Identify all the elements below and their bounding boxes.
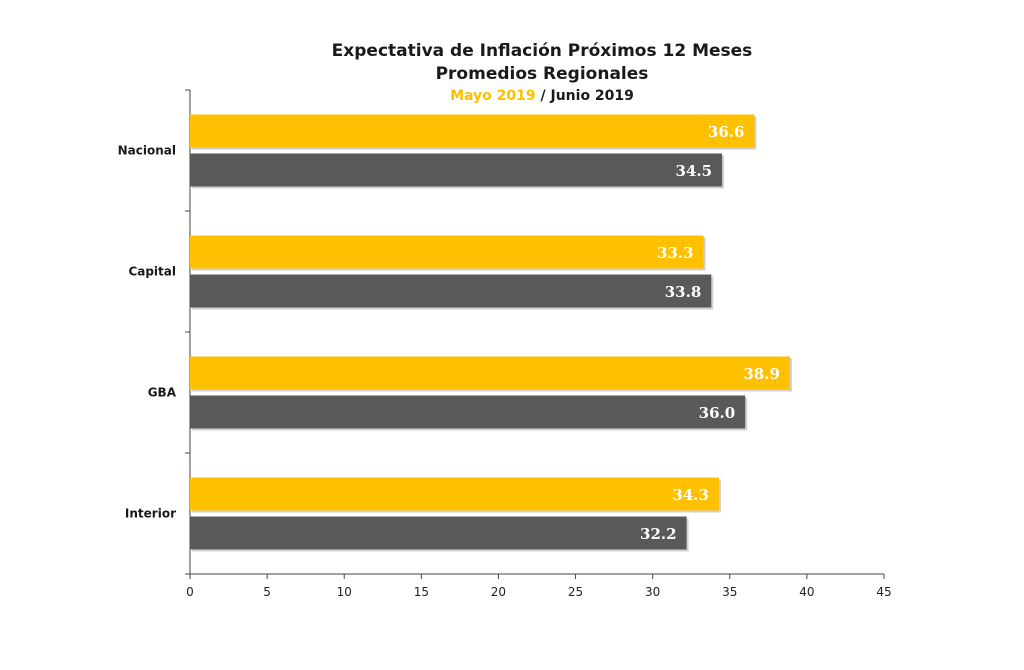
chart-legend-line: Mayo 2019 / Junio 2019 — [450, 88, 634, 104]
data-label: 33.3 — [657, 244, 694, 262]
legend-series-b: Junio 2019 — [550, 88, 634, 104]
x-tick-label: 10 — [337, 585, 352, 599]
bar — [190, 153, 723, 187]
category-label: Capital — [128, 265, 176, 279]
data-label: 36.0 — [699, 404, 736, 422]
x-tick-label: 35 — [722, 585, 737, 599]
data-label: 33.8 — [665, 283, 702, 301]
data-label: 38.9 — [743, 365, 780, 383]
data-label: 36.6 — [708, 123, 745, 141]
x-tick-label: 25 — [568, 585, 583, 599]
bar — [190, 274, 712, 308]
chart-title: Expectativa de Inflación Próximos 12 Mes… — [332, 41, 753, 61]
bar — [190, 395, 746, 429]
data-label: 34.3 — [672, 486, 709, 504]
chart-subtitle: Promedios Regionales — [436, 64, 649, 84]
data-label: 32.2 — [640, 525, 677, 543]
x-tick-label: 5 — [263, 585, 271, 599]
x-tick-label: 15 — [414, 585, 429, 599]
bar — [190, 477, 719, 511]
bar — [190, 356, 790, 390]
category-label: Interior — [125, 507, 176, 521]
x-tick-label: 0 — [186, 585, 194, 599]
category-label: Nacional — [118, 144, 176, 158]
x-tick-label: 40 — [799, 585, 814, 599]
bar — [190, 235, 704, 269]
plot-area: 0 5 10 15 20 25 30 35 40 45 Nacional 36.6 34.5 Capita… — [118, 89, 892, 599]
bar — [190, 516, 687, 550]
legend-separator: / — [536, 88, 551, 104]
x-tick-label: 30 — [645, 585, 660, 599]
category-label: GBA — [148, 386, 177, 400]
data-label: 34.5 — [676, 162, 713, 180]
x-tick-label: 20 — [491, 585, 506, 599]
x-tick-label: 45 — [876, 585, 891, 599]
legend-series-a: Mayo 2019 — [450, 88, 536, 104]
bar — [190, 114, 755, 148]
